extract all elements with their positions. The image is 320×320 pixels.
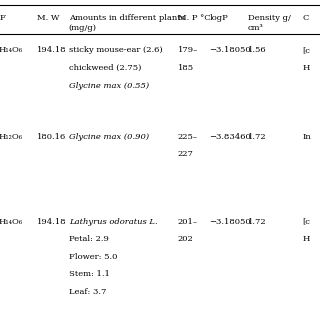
Text: F: F	[0, 14, 6, 22]
Text: 225–: 225–	[178, 133, 198, 141]
Text: [c: [c	[302, 46, 310, 54]
Text: Lathyrus odoratus L.: Lathyrus odoratus L.	[69, 218, 157, 226]
Text: 194.18: 194.18	[37, 46, 67, 54]
Text: −3.18050: −3.18050	[210, 218, 251, 226]
Text: sticky mouse-ear (2.6): sticky mouse-ear (2.6)	[69, 46, 163, 54]
Text: M. P °C: M. P °C	[178, 14, 210, 22]
Text: C: C	[302, 14, 309, 22]
Text: [c: [c	[302, 218, 310, 226]
Text: Glycine max (0.55): Glycine max (0.55)	[69, 82, 149, 90]
Text: −3.18050: −3.18050	[210, 46, 251, 54]
Text: 1.56: 1.56	[248, 46, 267, 54]
Text: H: H	[302, 235, 310, 243]
Text: logP: logP	[210, 14, 228, 22]
Text: 1.72: 1.72	[248, 133, 267, 141]
Text: 227: 227	[178, 150, 194, 158]
Text: Leaf: 3.7: Leaf: 3.7	[69, 288, 106, 296]
Text: Petal: 2.9: Petal: 2.9	[69, 235, 109, 243]
Text: H₁₄O₆: H₁₄O₆	[0, 218, 22, 226]
Text: Glycine max (0.90): Glycine max (0.90)	[69, 133, 149, 141]
Text: H₁₂O₆: H₁₂O₆	[0, 133, 22, 141]
Text: In: In	[302, 133, 311, 141]
Text: Stem: 1.1: Stem: 1.1	[69, 270, 110, 278]
Text: Amounts in different plants
(mg/g): Amounts in different plants (mg/g)	[69, 14, 185, 32]
Text: H: H	[302, 64, 310, 72]
Text: 1.72: 1.72	[248, 218, 267, 226]
Text: 194.18: 194.18	[37, 218, 67, 226]
Text: M. W: M. W	[37, 14, 59, 22]
Text: 180.16: 180.16	[37, 133, 66, 141]
Text: H₁₄O₆: H₁₄O₆	[0, 46, 22, 54]
Text: Flower: 5.0: Flower: 5.0	[69, 253, 117, 261]
Text: 202: 202	[178, 235, 193, 243]
Text: chickweed (2.75): chickweed (2.75)	[69, 64, 141, 72]
Text: 185: 185	[178, 64, 194, 72]
Text: Density g/
cm³: Density g/ cm³	[248, 14, 291, 32]
Text: 201–: 201–	[178, 218, 198, 226]
Text: −3.83460: −3.83460	[210, 133, 251, 141]
Text: 179–: 179–	[178, 46, 198, 54]
